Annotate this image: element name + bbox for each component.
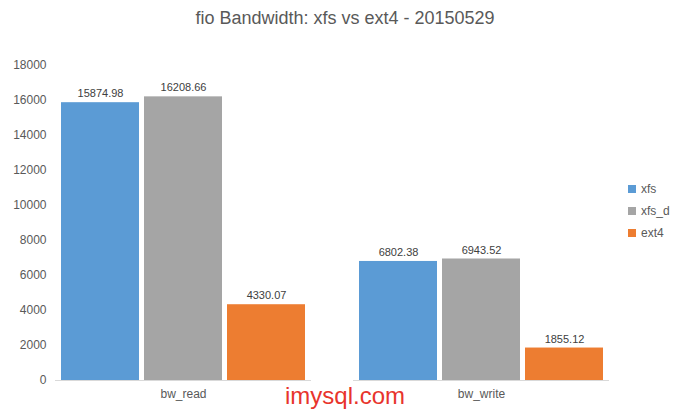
svg-text:8000: 8000 (20, 233, 47, 247)
svg-text:bw_write: bw_write (458, 387, 506, 401)
svg-text:16000: 16000 (13, 93, 47, 107)
svg-text:1855.12: 1855.12 (545, 333, 585, 345)
svg-text:0: 0 (40, 373, 47, 387)
svg-text:2000: 2000 (20, 338, 47, 352)
html-text:ext4: ext4 (641, 226, 664, 240)
svg-text:4330.07: 4330.07 (247, 289, 287, 301)
svg-text:6802.38: 6802.38 (379, 246, 419, 258)
html-text:xfs_d: xfs_d (641, 204, 670, 218)
html-text:xfs: xfs (641, 182, 657, 196)
svg-text:16208.66: 16208.66 (161, 81, 207, 93)
svg-text:10000: 10000 (13, 198, 47, 212)
svg-text:12000: 12000 (13, 163, 47, 177)
html-text:imysql.com: imysql.com (285, 382, 405, 409)
svg-text:18000: 18000 (13, 58, 47, 72)
html-text:fio Bandwidth: xfs vs ext4 - 2: fio Bandwidth: xfs vs ext4 - 20150529 (195, 8, 495, 28)
svg-text:4000: 4000 (20, 303, 47, 317)
svg-text:bw_read: bw_read (160, 387, 206, 401)
svg-text:14000: 14000 (13, 128, 47, 142)
svg-text:6000: 6000 (20, 268, 47, 282)
svg-text:6943.52: 6943.52 (462, 244, 502, 256)
svg-text:15874.98: 15874.98 (78, 87, 124, 99)
